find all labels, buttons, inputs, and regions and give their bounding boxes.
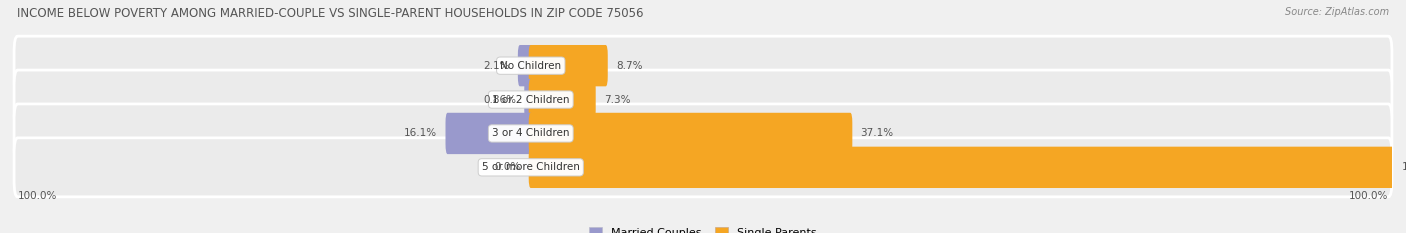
- Text: 5 or more Children: 5 or more Children: [482, 162, 579, 172]
- FancyBboxPatch shape: [529, 45, 607, 86]
- Text: 100.0%: 100.0%: [17, 191, 56, 201]
- FancyBboxPatch shape: [529, 79, 596, 120]
- FancyBboxPatch shape: [529, 113, 852, 154]
- Text: 16.1%: 16.1%: [404, 128, 437, 138]
- Text: 7.3%: 7.3%: [605, 95, 630, 105]
- Text: 0.0%: 0.0%: [494, 162, 520, 172]
- Text: 3 or 4 Children: 3 or 4 Children: [492, 128, 569, 138]
- Text: 100.0%: 100.0%: [1402, 162, 1406, 172]
- Text: INCOME BELOW POVERTY AMONG MARRIED-COUPLE VS SINGLE-PARENT HOUSEHOLDS IN ZIP COD: INCOME BELOW POVERTY AMONG MARRIED-COUPL…: [17, 7, 644, 20]
- Text: 2.1%: 2.1%: [484, 61, 509, 71]
- FancyBboxPatch shape: [524, 79, 533, 120]
- Text: 8.7%: 8.7%: [616, 61, 643, 71]
- Text: 37.1%: 37.1%: [860, 128, 894, 138]
- FancyBboxPatch shape: [14, 36, 1392, 95]
- Text: No Children: No Children: [501, 61, 561, 71]
- Text: 1 or 2 Children: 1 or 2 Children: [492, 95, 569, 105]
- FancyBboxPatch shape: [14, 70, 1392, 129]
- FancyBboxPatch shape: [529, 147, 1393, 188]
- FancyBboxPatch shape: [14, 138, 1392, 197]
- Text: Source: ZipAtlas.com: Source: ZipAtlas.com: [1285, 7, 1389, 17]
- FancyBboxPatch shape: [446, 113, 533, 154]
- FancyBboxPatch shape: [517, 45, 533, 86]
- FancyBboxPatch shape: [14, 104, 1392, 163]
- Text: 100.0%: 100.0%: [1350, 191, 1389, 201]
- Legend: Married Couples, Single Parents: Married Couples, Single Parents: [589, 227, 817, 233]
- Text: 0.86%: 0.86%: [484, 95, 516, 105]
